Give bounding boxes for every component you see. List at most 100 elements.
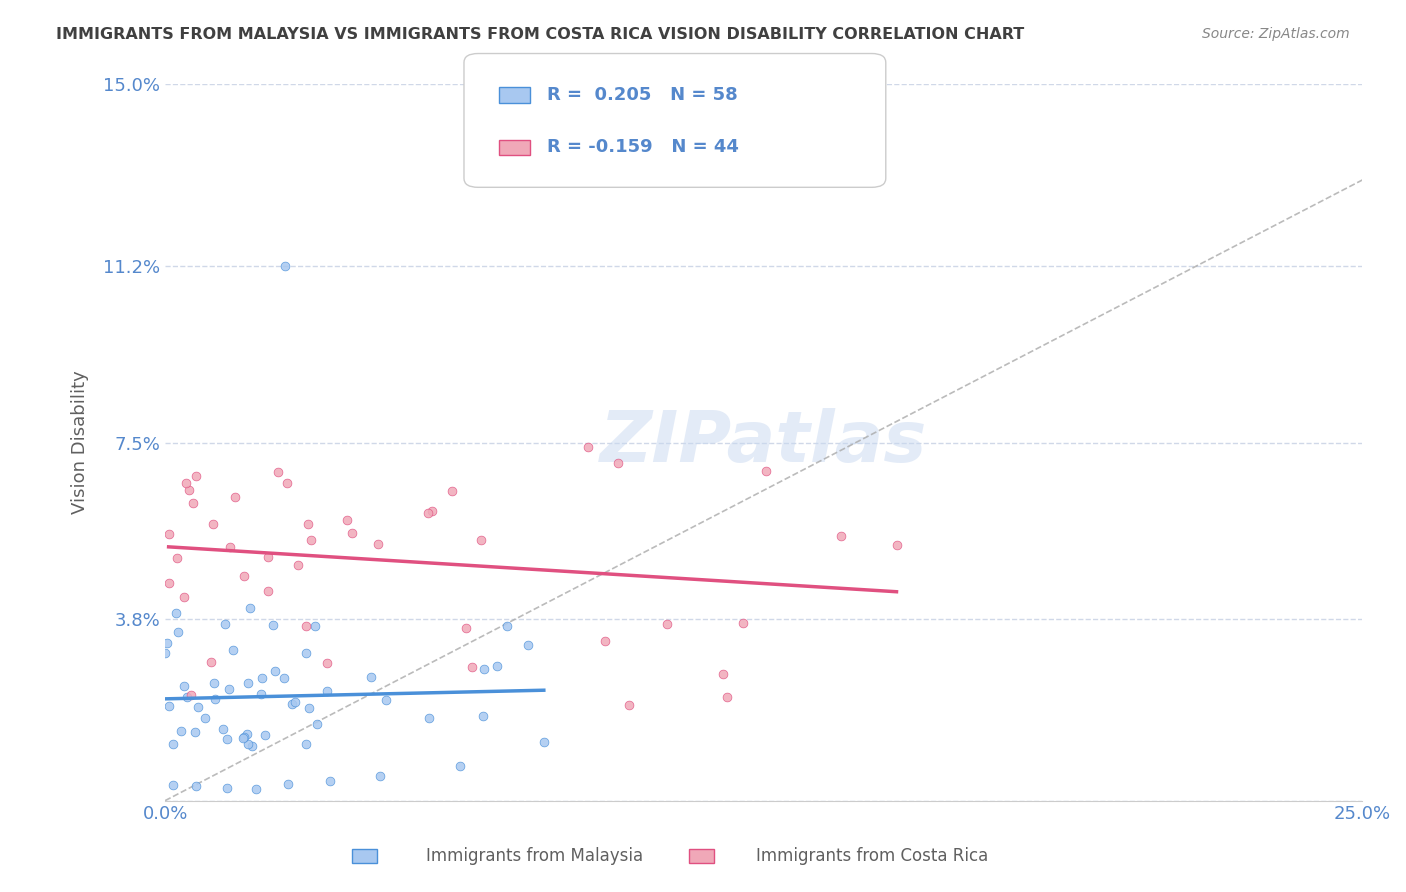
Point <box>307 717 329 731</box>
Point <box>340 525 363 540</box>
Point <box>238 675 260 690</box>
Point <box>267 465 290 479</box>
Point <box>253 728 276 742</box>
Point <box>374 693 396 707</box>
Point <box>755 464 778 478</box>
Y-axis label: Vision Disability: Vision Disability <box>72 371 89 515</box>
Point <box>214 616 236 631</box>
Point <box>201 516 224 531</box>
Point <box>184 779 207 793</box>
Point <box>295 737 318 751</box>
Point <box>301 533 323 547</box>
Point <box>156 636 179 650</box>
Point <box>262 617 284 632</box>
Point <box>256 549 278 564</box>
Point <box>240 739 263 754</box>
Text: R = -0.159   N = 44: R = -0.159 N = 44 <box>547 138 738 156</box>
Point <box>166 551 188 566</box>
Point <box>495 619 517 633</box>
Point <box>472 709 495 723</box>
Point <box>167 624 190 639</box>
Point <box>281 697 304 711</box>
Point <box>157 527 180 541</box>
Point <box>360 670 382 684</box>
Point <box>257 584 280 599</box>
Point <box>297 516 319 531</box>
Point <box>174 475 197 490</box>
Point <box>232 731 254 745</box>
Point <box>184 468 207 483</box>
Point <box>187 700 209 714</box>
Point <box>157 698 180 713</box>
Point <box>617 698 640 712</box>
Point <box>221 643 243 657</box>
Point <box>211 723 233 737</box>
Point <box>655 617 678 632</box>
Point <box>236 738 259 752</box>
Point <box>165 606 187 620</box>
Point <box>287 558 309 573</box>
Point <box>533 735 555 749</box>
Point <box>716 690 738 705</box>
Point <box>418 711 440 725</box>
Point <box>454 621 477 635</box>
Point <box>711 666 734 681</box>
Point <box>472 662 495 676</box>
Point <box>316 683 339 698</box>
Point <box>162 737 184 751</box>
Point <box>215 781 238 796</box>
Point <box>202 675 225 690</box>
Point <box>449 758 471 772</box>
Point <box>607 456 630 470</box>
Point <box>177 483 200 498</box>
Point <box>304 619 326 633</box>
Point <box>485 658 508 673</box>
Point <box>273 671 295 685</box>
Point <box>176 690 198 704</box>
Point <box>276 476 298 491</box>
Point <box>440 483 463 498</box>
Point <box>416 507 439 521</box>
Point <box>170 724 193 739</box>
Point <box>200 655 222 669</box>
Point <box>233 730 256 744</box>
Point <box>239 600 262 615</box>
Point <box>470 533 492 548</box>
Point <box>316 657 339 671</box>
Point <box>233 569 256 583</box>
Point <box>264 664 287 678</box>
Point <box>367 537 389 551</box>
Point <box>593 634 616 648</box>
Point <box>217 731 239 746</box>
Text: Immigrants from Costa Rica: Immigrants from Costa Rica <box>755 847 988 865</box>
Point <box>731 615 754 630</box>
Point <box>284 695 307 709</box>
Point <box>181 496 204 510</box>
Text: IMMIGRANTS FROM MALAYSIA VS IMMIGRANTS FROM COSTA RICA VISION DISABILITY CORRELA: IMMIGRANTS FROM MALAYSIA VS IMMIGRANTS F… <box>56 27 1025 42</box>
Point <box>184 725 207 739</box>
Point <box>194 711 217 725</box>
Point <box>277 777 299 791</box>
Point <box>576 440 599 454</box>
Point <box>162 778 184 792</box>
Text: Source: ZipAtlas.com: Source: ZipAtlas.com <box>1202 27 1350 41</box>
Point <box>295 618 318 632</box>
Point <box>830 529 852 543</box>
Point <box>298 701 321 715</box>
Point <box>250 671 273 685</box>
Text: Immigrants from Malaysia: Immigrants from Malaysia <box>426 847 643 865</box>
Point <box>319 774 342 789</box>
Point <box>461 659 484 673</box>
Point <box>204 691 226 706</box>
Point <box>218 682 240 697</box>
Point <box>155 646 177 660</box>
Point <box>336 513 359 527</box>
Point <box>173 680 195 694</box>
Point <box>249 687 271 701</box>
Point <box>420 504 443 518</box>
Point <box>180 688 202 702</box>
Point <box>517 638 540 652</box>
Text: R =  0.205   N = 58: R = 0.205 N = 58 <box>547 87 738 104</box>
Point <box>274 259 297 273</box>
Point <box>295 646 318 660</box>
